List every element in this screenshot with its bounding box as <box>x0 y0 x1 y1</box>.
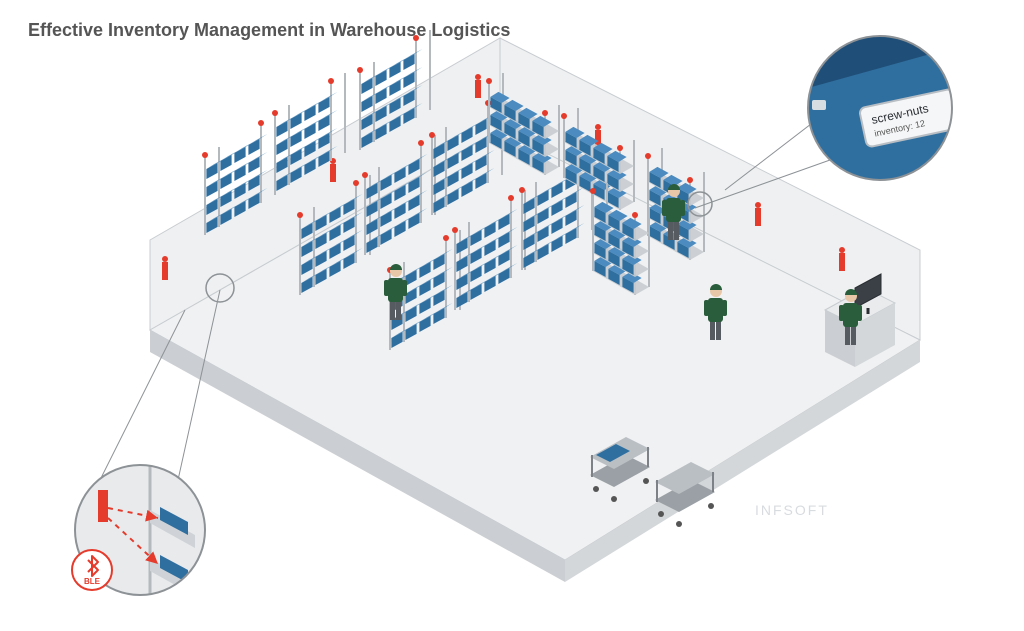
beacon-icon <box>98 490 108 522</box>
shelf-beacon <box>328 78 334 84</box>
wall-beacon <box>330 158 336 182</box>
shelf-beacon <box>202 152 208 158</box>
shelf-beacon <box>272 110 278 116</box>
wall-beacon <box>839 247 845 271</box>
shelf-beacon <box>687 177 693 183</box>
wall-beacon <box>162 256 168 280</box>
callout-guide <box>95 310 185 490</box>
shelf-beacon <box>542 110 548 116</box>
shelf-beacon <box>617 145 623 151</box>
shelf-beacon <box>357 67 363 73</box>
shelf-beacon <box>452 227 458 233</box>
shelf-beacon <box>353 180 359 186</box>
shelf-beacon <box>645 153 651 159</box>
wall-beacon <box>475 74 481 98</box>
wall-beacon <box>755 202 761 226</box>
shelf-beacon <box>362 172 368 178</box>
shelf-beacon <box>413 35 419 41</box>
shelf-beacon <box>519 187 525 193</box>
shelf-beacon <box>443 235 449 241</box>
shelf-beacon <box>508 195 514 201</box>
warehouse-scene: INFSOFT screw-nutsinventory: 12 BLE <box>0 0 1024 631</box>
callout-ble-zoom: BLE <box>72 465 205 596</box>
shelf-beacon <box>590 188 596 194</box>
ble-label: BLE <box>84 577 101 586</box>
shelf-beacon <box>632 212 638 218</box>
shelf-beacon <box>418 140 424 146</box>
watermark: INFSOFT <box>755 502 829 518</box>
shelf-beacon <box>486 78 492 84</box>
shelf-beacon <box>258 120 264 126</box>
shelf-beacon <box>561 113 567 119</box>
shelf-beacon <box>297 212 303 218</box>
shelf-beacon <box>429 132 435 138</box>
callout-label-zoom: screw-nutsinventory: 12 <box>808 36 961 180</box>
